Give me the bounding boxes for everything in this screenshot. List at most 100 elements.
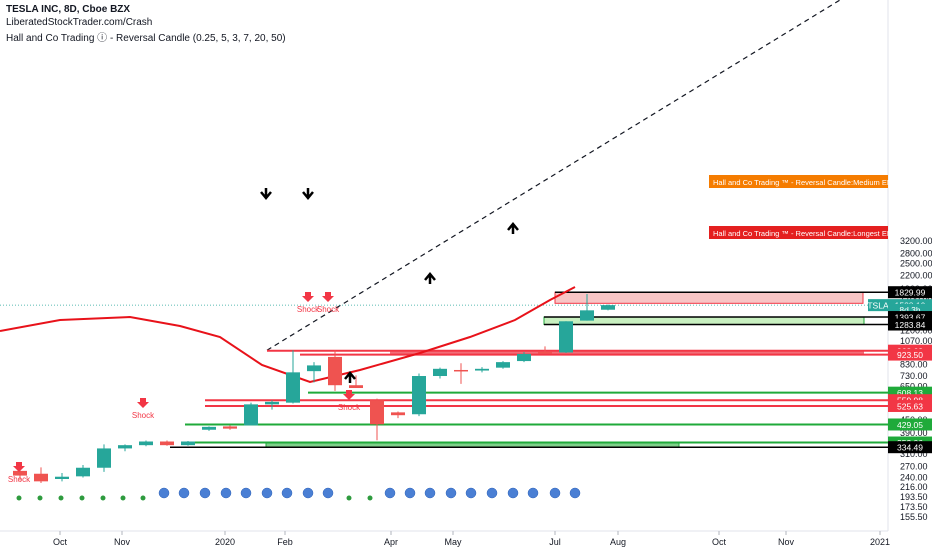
price-label-bg [888,441,932,454]
resistance-zone-top [554,291,864,304]
candle-body [13,470,27,476]
signal-dot-blue [302,487,314,499]
y-tick-label: 155.50 [900,512,928,522]
y-tick-label: 2500.00 [900,259,932,269]
price-label: 429.05 [897,420,923,430]
price-label: 525.63 [897,401,923,411]
y-tick-label: 1200.00 [900,326,932,336]
shock-marker-icon [13,462,25,472]
x-tick-label: Oct [712,537,727,547]
price-label-bg [868,299,888,312]
candle-body [538,351,552,354]
y-tick-label: 2800.00 [900,248,932,258]
candle-body [202,426,216,430]
indicator-legend[interactable]: Hall and Co Trading ⓘ - Reversal Candle … [6,33,286,44]
candle-body [412,376,426,415]
resistance-zone-mid [390,350,864,355]
y-tick-label: 390.00 [900,428,928,438]
signal-dot-blue [199,487,211,499]
y-tick-label: 730.00 [900,371,928,381]
signal-dot-green [37,495,43,501]
x-tick-label: Apr [384,537,398,547]
signal-dot-blue [465,487,477,499]
candle-body [181,441,195,446]
price-label: 923.50 [897,350,923,360]
candle-body [580,310,594,321]
signal-dot-blue [240,487,252,499]
price-label-bg [888,348,932,361]
signal-dot-green [16,495,22,501]
price-label: 1829.99 [895,288,926,298]
x-tick-label: 2021 [870,537,890,547]
candle-body [559,321,573,353]
signal-dot-blue [322,487,334,499]
reversal-up-arrow [344,371,356,383]
x-tick-label: Jul [549,537,561,547]
price-label: 608.13 [897,388,923,398]
ema-line [0,286,576,384]
candle-body [328,356,342,386]
candle-body [265,401,279,405]
y-tick-label: 650.00 [900,382,928,392]
y-tick-label: 2200.00 [900,270,932,280]
signal-dot-blue [527,487,539,499]
candle-body [349,385,363,389]
candle-body [55,476,69,479]
signal-dot-blue [507,487,519,499]
candle-body [97,448,111,468]
price-label: 1283.84 [895,320,926,330]
trend-line [266,0,841,351]
y-tick-label: 193.50 [900,492,928,502]
candle-body [76,467,90,477]
signal-dot-green [120,495,126,501]
candle-body [118,445,132,449]
candle-body [601,305,615,310]
y-tick-label: 240.00 [900,472,928,482]
candle-body [286,372,300,403]
signal-dot-blue [261,487,273,499]
reversal-down-arrow [260,188,272,200]
candle-body [391,412,405,416]
signal-dot-green [140,495,146,501]
candle-body [223,426,237,429]
y-tick-label: 830.00 [900,359,928,369]
candle-body [139,441,153,446]
y-tick-label: 3200.00 [900,236,932,246]
shock-label: Shock [317,305,340,314]
y-tick-label: 216.00 [900,482,928,492]
x-tick-label: 2020 [215,537,235,547]
y-tick-label: 1700.00 [900,294,932,304]
longest-ema-label: Hall and Co Trading ™ - Reversal Candle:… [713,229,898,238]
signal-dot-blue [549,487,561,499]
price-label-bg [888,318,932,331]
shock-label: Shock [8,475,31,484]
shock-label: Shock [132,411,155,420]
price-label: 334.49 [897,443,923,453]
y-tick-label: 310.00 [900,449,928,459]
signal-dot-blue [445,487,457,499]
shock-marker-icon [137,398,149,408]
candle-body [517,353,531,362]
shock-label: Shock [297,305,320,314]
y-tick-label: 173.50 [900,502,928,512]
signal-dot-blue [178,487,190,499]
medium-ema-label: Hall and Co Trading ™ - Reversal Candle:… [713,178,898,187]
shock-marker-icon [322,292,334,302]
x-tick-label: Aug [610,537,626,547]
x-tick-label: Feb [277,537,293,547]
candle-body [433,368,447,377]
price-label: 1393.67 [895,313,926,323]
signal-dot-blue [158,487,170,499]
signal-dot-blue [486,487,498,499]
signal-dot-blue [281,487,293,499]
candle-body [244,404,258,426]
price-label-bg [888,399,932,412]
price-label: TSLA [867,301,889,311]
candle-body [475,368,489,371]
reversal-up-arrow [507,222,519,234]
price-label-bg [888,418,932,431]
candle-body [370,400,384,425]
signal-dot-blue [569,487,581,499]
y-tick-label: 1070.00 [900,336,932,346]
